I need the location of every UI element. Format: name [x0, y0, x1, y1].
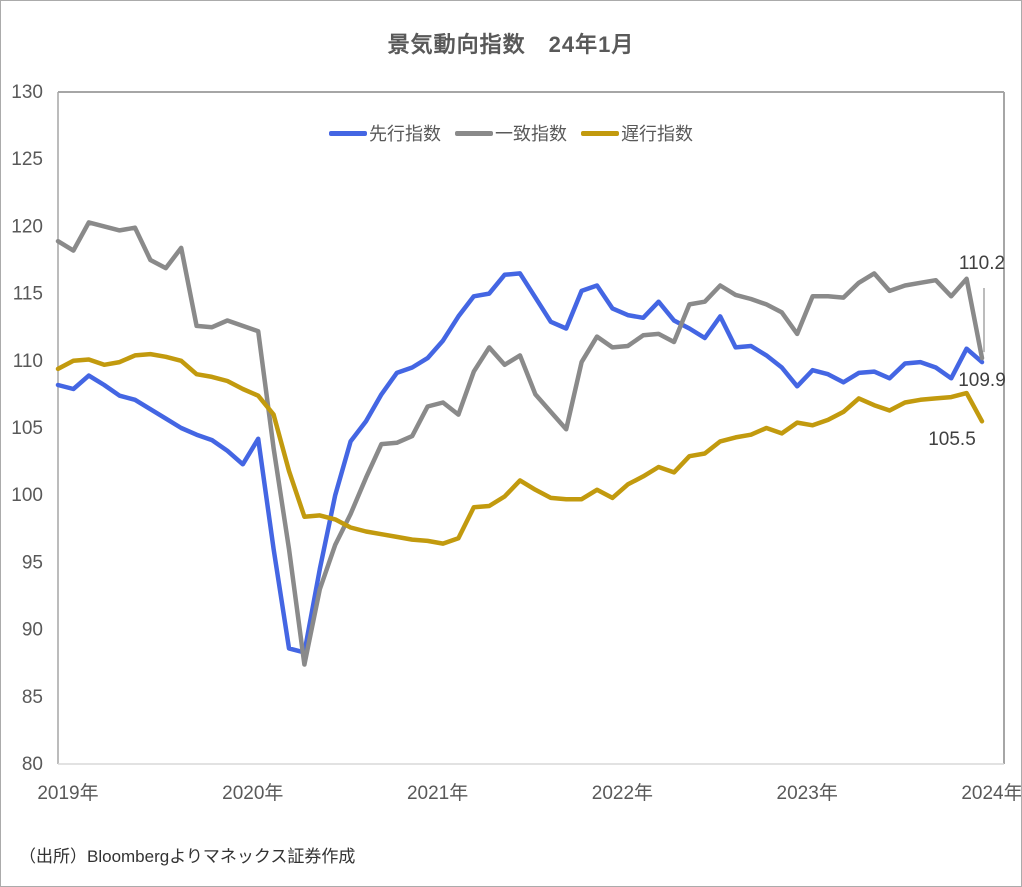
svg-text:2020年: 2020年 — [222, 782, 283, 804]
annotation-lagging-last: 105.5 — [928, 429, 976, 450]
svg-text:100: 100 — [11, 485, 43, 506]
svg-text:2019年: 2019年 — [37, 782, 98, 804]
svg-text:2022年: 2022年 — [592, 782, 653, 804]
lagging-line-swatch-icon — [581, 130, 619, 136]
coincident-line-swatch-icon — [455, 130, 493, 136]
legend-label-leading: 先行指数 — [369, 124, 441, 144]
legend-item-coincident: 一致指数 — [455, 120, 567, 146]
svg-text:2023年: 2023年 — [777, 782, 838, 804]
svg-text:80: 80 — [22, 754, 43, 775]
svg-text:2024年: 2024年 — [961, 782, 1021, 804]
svg-text:110: 110 — [13, 351, 43, 372]
legend-label-lagging: 遅行指数 — [621, 124, 693, 144]
svg-text:105: 105 — [11, 418, 43, 439]
svg-text:2021年: 2021年 — [407, 782, 468, 804]
svg-text:90: 90 — [22, 620, 43, 641]
svg-text:115: 115 — [13, 284, 43, 305]
legend-item-leading: 先行指数 — [329, 120, 441, 146]
annotation-leading-last: 109.9 — [958, 370, 1006, 391]
svg-text:125: 125 — [11, 149, 43, 170]
svg-text:120: 120 — [11, 216, 43, 237]
svg-text:85: 85 — [22, 687, 43, 708]
leading-line-swatch-icon — [329, 130, 367, 136]
annotation-coincident-last: 110.2 — [958, 253, 1006, 274]
legend-item-lagging: 遅行指数 — [581, 120, 693, 146]
svg-text:130: 130 — [11, 82, 43, 103]
chart-title: 景気動向指数 24年1月 — [387, 32, 635, 57]
source-note: （出所）Bloombergよりマネックス証券作成 — [19, 847, 356, 866]
legend-label-coincident: 一致指数 — [495, 124, 567, 144]
chart-legend: 先行指数 一致指数 遅行指数 — [1, 120, 1021, 146]
svg-text:95: 95 — [22, 552, 43, 573]
